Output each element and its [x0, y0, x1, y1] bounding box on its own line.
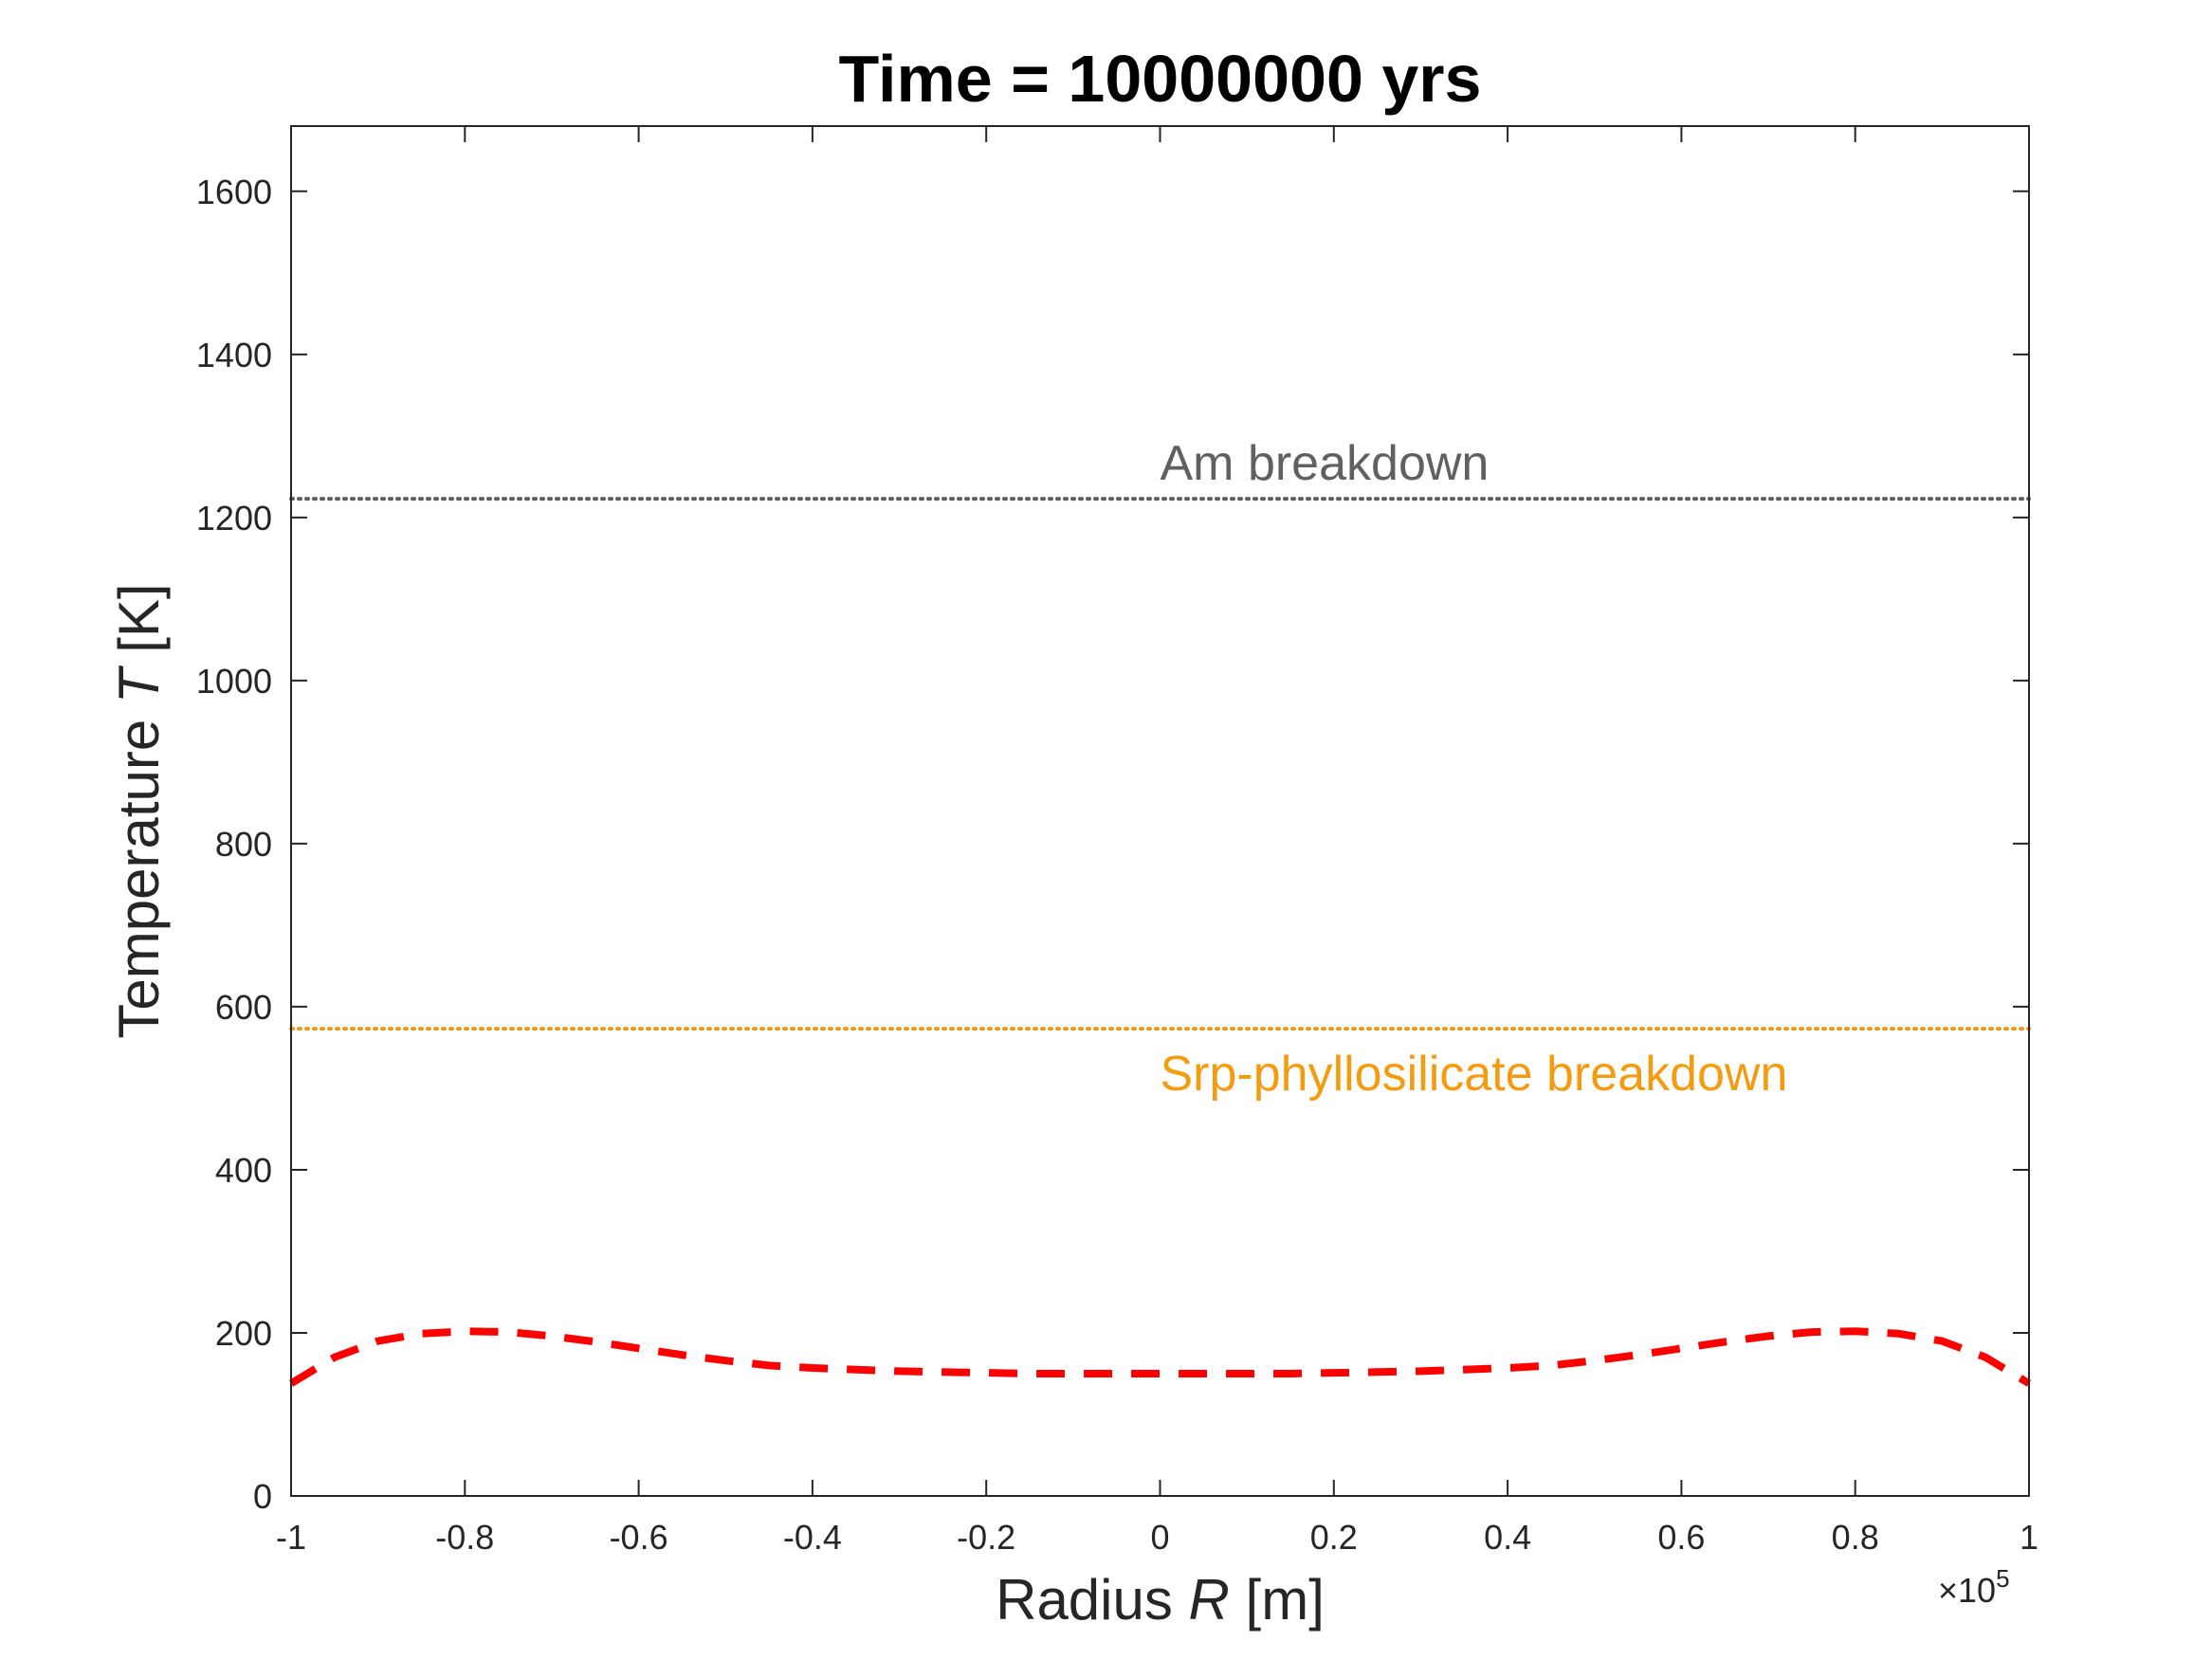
y-tick-label: 0 — [253, 1477, 272, 1516]
x-axis-title-prefix: Radius — [996, 1568, 1188, 1632]
y-axis-title: Temperature T [K] — [107, 583, 171, 1038]
x-axis-title: Radius R [m] — [996, 1568, 1325, 1632]
x-tick-label: 0.2 — [1310, 1518, 1358, 1557]
y-tick-label: 200 — [215, 1314, 272, 1353]
chart-title: Time = 10000000 yrs — [839, 42, 1482, 116]
x-tick-label: -0.8 — [435, 1518, 494, 1557]
reference-line-label: Am breakdown — [1161, 436, 1490, 491]
x-tick-label: 0.8 — [1832, 1518, 1879, 1557]
reference-line-label: Srp-phyllosilicate breakdown — [1161, 1047, 1788, 1102]
x-tick-label: -1 — [276, 1518, 306, 1557]
y-tick-label: 1400 — [196, 336, 272, 374]
x-tick-label: 0.6 — [1657, 1518, 1705, 1557]
x-axis-title-unit: [m] — [1230, 1568, 1325, 1632]
y-tick-label: 1200 — [196, 499, 272, 538]
x-tick-label: 0 — [1150, 1518, 1169, 1557]
y-tick-label: 1000 — [196, 662, 272, 701]
x-tick-label: 0.4 — [1484, 1518, 1531, 1557]
y-tick-label: 800 — [215, 825, 272, 864]
x-tick-label: -0.4 — [783, 1518, 842, 1557]
y-axis-title-prefix: Temperature — [107, 703, 171, 1039]
x-tick-label: 1 — [2020, 1518, 2038, 1557]
x-exponent-base: ×10 — [1938, 1571, 1996, 1610]
y-tick-label: 1600 — [196, 173, 272, 211]
y-tick-label: 600 — [215, 988, 272, 1027]
y-tick-label: 400 — [215, 1151, 272, 1190]
x-axis-exponent: ×105 — [1938, 1564, 2010, 1610]
x-exponent-power: 5 — [1996, 1564, 2009, 1593]
x-tick-label: -0.6 — [610, 1518, 668, 1557]
x-tick-label: -0.2 — [957, 1518, 1015, 1557]
temperature-series-line — [288, 1327, 2032, 1387]
x-axis-title-symbol: R — [1189, 1568, 1230, 1632]
y-axis-title-symbol: T — [107, 665, 171, 703]
y-axis-title-unit: [K] — [107, 583, 171, 668]
